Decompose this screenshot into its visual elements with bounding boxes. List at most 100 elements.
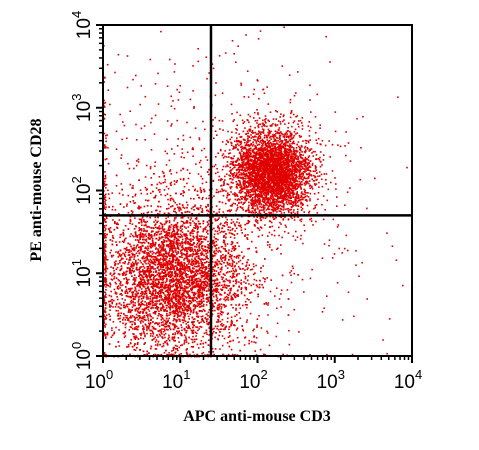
- event-point: [199, 303, 202, 306]
- event-point: [183, 291, 185, 294]
- event-point: [200, 310, 203, 312]
- event-point: [173, 210, 175, 213]
- event-point: [257, 293, 259, 296]
- event-point: [134, 319, 136, 321]
- event-point: [154, 313, 157, 315]
- event-point: [136, 263, 138, 265]
- event-point: [152, 268, 155, 270]
- event-point: [114, 222, 116, 224]
- event-point: [193, 308, 195, 311]
- event-point: [119, 234, 122, 236]
- event-point: [154, 258, 156, 261]
- event-point: [171, 254, 174, 256]
- event-point: [197, 280, 199, 282]
- event-point: [172, 310, 175, 313]
- event-point: [203, 303, 205, 306]
- event-point: [179, 285, 181, 288]
- event-point: [191, 341, 194, 344]
- event-point: [213, 295, 215, 298]
- event-point: [190, 207, 193, 210]
- event-point: [136, 255, 139, 257]
- event-point: [200, 276, 203, 279]
- event-point: [113, 277, 115, 280]
- event-point: [179, 344, 182, 347]
- event-point: [174, 232, 176, 235]
- event-point: [161, 225, 164, 228]
- event-point: [211, 299, 214, 302]
- event-point: [129, 183, 132, 186]
- event-point: [202, 284, 205, 286]
- event-point: [158, 325, 161, 328]
- event-point: [224, 274, 226, 276]
- event-point: [173, 240, 175, 243]
- event-point: [250, 291, 253, 294]
- event-point: [263, 303, 266, 305]
- event-point: [124, 292, 127, 294]
- event-point: [123, 332, 126, 335]
- event-point: [139, 332, 141, 335]
- event-point: [171, 295, 174, 297]
- event-point: [173, 244, 175, 247]
- event-point: [245, 321, 248, 323]
- event-point: [260, 267, 262, 269]
- event-point: [170, 240, 172, 242]
- event-point: [138, 227, 140, 229]
- event-point: [179, 207, 182, 210]
- event-point: [134, 193, 137, 196]
- event-point: [185, 237, 187, 240]
- event-point: [253, 278, 256, 281]
- event-point: [113, 331, 116, 334]
- event-point: [140, 212, 143, 215]
- event-point: [196, 343, 199, 346]
- event-point: [152, 335, 154, 337]
- event-point: [195, 326, 197, 328]
- event-point: [139, 320, 142, 323]
- event-point: [165, 290, 168, 292]
- event-point: [110, 278, 113, 280]
- event-point: [166, 294, 169, 296]
- event-point: [232, 274, 234, 277]
- event-point: [183, 207, 186, 209]
- event-point: [129, 222, 131, 225]
- event-point: [220, 328, 222, 330]
- event-point: [172, 319, 175, 322]
- event-point: [181, 242, 184, 244]
- event-point: [160, 308, 162, 311]
- event-point: [129, 326, 132, 328]
- event-point: [163, 287, 165, 289]
- event-point: [227, 199, 230, 201]
- event-point: [156, 334, 158, 336]
- event-point: [111, 240, 114, 242]
- event-point: [156, 308, 159, 310]
- event-point: [224, 299, 227, 302]
- event-point: [188, 318, 190, 320]
- event-point: [224, 222, 226, 224]
- event-point: [180, 192, 183, 195]
- event-point: [148, 235, 151, 237]
- event-point: [126, 303, 128, 306]
- event-point: [208, 210, 210, 213]
- event-point: [152, 307, 155, 309]
- event-point: [176, 228, 179, 231]
- event-point: [216, 300, 219, 302]
- event-point: [152, 227, 154, 229]
- event-point: [129, 316, 131, 319]
- event-point: [222, 276, 225, 279]
- event-point: [165, 230, 168, 233]
- event-point: [104, 301, 106, 304]
- event-point: [187, 230, 189, 232]
- event-point: [120, 254, 123, 256]
- event-point: [172, 347, 175, 350]
- event-point: [221, 201, 224, 204]
- event-point: [208, 270, 210, 272]
- event-point: [103, 331, 105, 334]
- event-point: [111, 327, 113, 329]
- event-point: [200, 260, 202, 263]
- event-point: [135, 327, 138, 330]
- event-point: [155, 247, 157, 249]
- event-point: [199, 272, 202, 274]
- event-point: [203, 293, 205, 296]
- event-point: [249, 312, 252, 315]
- event-point: [149, 292, 151, 294]
- event-point: [120, 233, 123, 236]
